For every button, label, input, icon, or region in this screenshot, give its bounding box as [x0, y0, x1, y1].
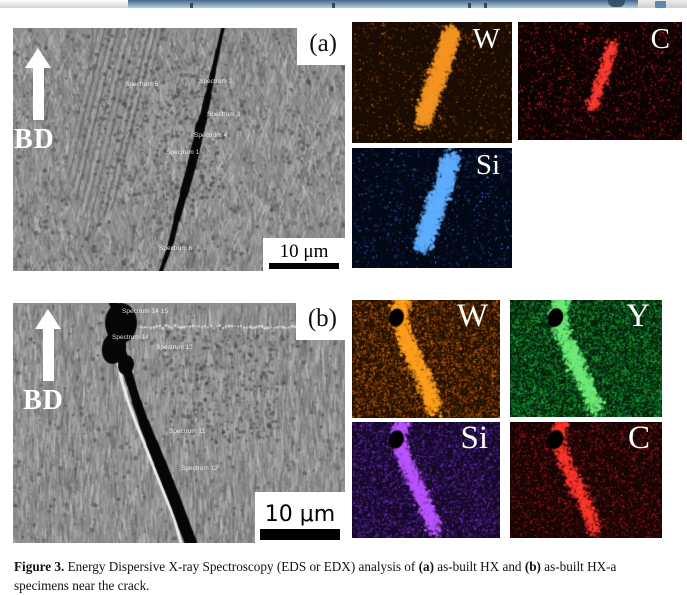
caption-bold-b: (b) — [524, 559, 541, 574]
element-label: Y — [626, 300, 650, 334]
element-label: W — [456, 300, 488, 334]
caption-text: as-built HX and — [433, 559, 525, 574]
bd-label: BD — [14, 124, 55, 155]
arrow-head — [35, 309, 61, 329]
spectrum-label: Spectrum 4 — [194, 132, 228, 139]
sem-micrograph-a: BD (a) Spectrum 5 Spectrum 2 Spectrum 3 Spe… — [13, 28, 345, 271]
arrow-shaft — [32, 68, 44, 120]
element-label: C — [650, 23, 670, 55]
caption-text: as-built HX-a specimens near the crack. — [14, 559, 617, 594]
spectrum-label: Spectrum 11 — [169, 428, 206, 435]
scale-bar-line — [269, 263, 339, 269]
spectrum-label: Spectrum 3 — [207, 111, 241, 118]
eds-noise-canvas — [352, 422, 500, 538]
spectrum-label: Spectrum 14 — [112, 334, 149, 341]
scale-bar: 10 μm — [255, 492, 345, 543]
spectrum-label: Spectrum 14 15 — [122, 308, 168, 315]
toolbar-button-icon[interactable] — [655, 1, 666, 8]
caption-text: Energy Dispersive X-ray Spectroscopy (ED… — [64, 559, 419, 574]
toolbar-glyph — [608, 0, 625, 7]
scale-bar-line — [260, 529, 340, 540]
eds-map-a-tungsten: W — [352, 22, 512, 143]
eds-noise-canvas — [510, 300, 662, 417]
panel-label-b: (b) — [295, 303, 345, 340]
build-direction-arrow-icon — [25, 48, 51, 120]
toolbar-right-edge — [638, 0, 687, 8]
element-label: W — [472, 23, 500, 55]
panel-label-a: (a) — [297, 28, 345, 65]
eds-map-b-carbon: C — [510, 422, 662, 538]
spectrum-label: Spectrum 2 — [199, 78, 233, 85]
eds-noise-canvas — [510, 422, 662, 538]
eds-noise-canvas — [352, 22, 512, 143]
eds-map-b-tungsten: W — [352, 300, 500, 418]
element-label: C — [627, 422, 650, 456]
spectrum-label: Spectrum 6 — [159, 245, 193, 252]
build-direction-arrow-icon — [35, 309, 61, 381]
scale-bar: 10 μm — [263, 238, 345, 271]
spectrum-label: Spectrum 12 — [181, 465, 218, 472]
element-label: Si — [475, 149, 500, 181]
eds-map-a-silicon: Si — [352, 148, 512, 268]
toolbar-glyph — [332, 3, 335, 8]
eds-noise-canvas — [518, 22, 682, 140]
eds-map-a-carbon: C — [518, 22, 682, 140]
sem-texture-a — [13, 28, 345, 271]
caption-bold-a: (a) — [418, 559, 434, 574]
arrow-head — [25, 48, 51, 68]
eds-noise-canvas — [352, 148, 512, 268]
sem-micrograph-b: BD (b) Spectrum 14 15 Spectrum 14 Spectrum… — [13, 303, 345, 543]
toolbar-left-edge — [0, 0, 128, 8]
eds-map-b-silicon: Si — [352, 422, 500, 538]
spectrum-label: Spectrum 13 — [156, 344, 193, 351]
viewer-toolbar-fragment[interactable] — [0, 0, 687, 8]
scale-bar-label: 10 μm — [264, 502, 336, 527]
figure-caption: Figure 3. Energy Dispersive X-ray Spectr… — [14, 557, 674, 595]
element-label: Si — [460, 422, 488, 456]
toolbar-glyph — [468, 3, 471, 8]
eds-map-b-yttrium: Y — [510, 300, 662, 417]
toolbar-glyph — [484, 3, 487, 8]
eds-noise-canvas — [352, 300, 500, 418]
toolbar-glyph — [190, 3, 193, 8]
arrow-shaft — [42, 329, 54, 381]
spectrum-label: Spectrum 5 — [125, 81, 159, 88]
scale-bar-label: 10 μm — [279, 241, 329, 262]
bd-label: BD — [23, 385, 64, 416]
caption-figure-number: Figure 3. — [14, 559, 65, 574]
toolbar-strip — [128, 0, 638, 8]
spectrum-label: Spectrum 1 — [166, 149, 200, 156]
